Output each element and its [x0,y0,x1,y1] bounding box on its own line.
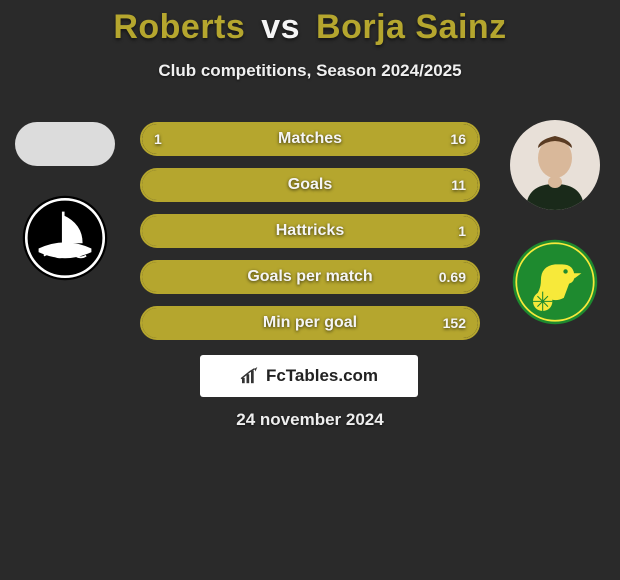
vs-text: vs [261,8,300,46]
player1-name: Roberts [113,8,245,46]
stat-row: Hattricks1 [140,214,480,248]
stat-label: Hattricks [142,216,478,246]
stat-value-right: 11 [451,170,466,200]
stat-row: Goals per match0.69 [140,260,480,294]
player2-club-badge [511,238,599,326]
brand-text: FcTables.com [266,366,378,386]
player1-avatar [15,122,115,166]
player1-club-badge [21,194,109,282]
stat-row: Goals11 [140,168,480,202]
ship-badge-icon [21,194,109,282]
stat-value-right: 1 [458,216,466,246]
player2-avatar [510,120,600,210]
stat-label: Goals [142,170,478,200]
stat-label: Min per goal [142,308,478,338]
player1-column [0,110,130,282]
stats-panel: 1Matches16Goals11Hattricks1Goals per mat… [140,122,480,352]
stat-value-right: 0.69 [439,262,466,292]
stat-row: 1Matches16 [140,122,480,156]
stat-label: Matches [142,124,478,154]
stat-label: Goals per match [142,262,478,292]
stat-value-right: 152 [443,308,466,338]
subtitle: Club competitions, Season 2024/2025 [0,61,620,81]
brand-box: FcTables.com [200,355,418,397]
person-icon [520,130,590,210]
player2-name: Borja Sainz [316,8,507,46]
stat-value-right: 16 [450,124,466,154]
canary-badge-icon [511,238,599,326]
date-text: 24 november 2024 [0,410,620,430]
title: Roberts vs Borja Sainz [0,0,620,47]
bar-chart-icon [240,367,262,385]
stat-row: Min per goal152 [140,306,480,340]
player2-column [490,110,620,326]
comparison-card: Roberts vs Borja Sainz Club competitions… [0,0,620,580]
